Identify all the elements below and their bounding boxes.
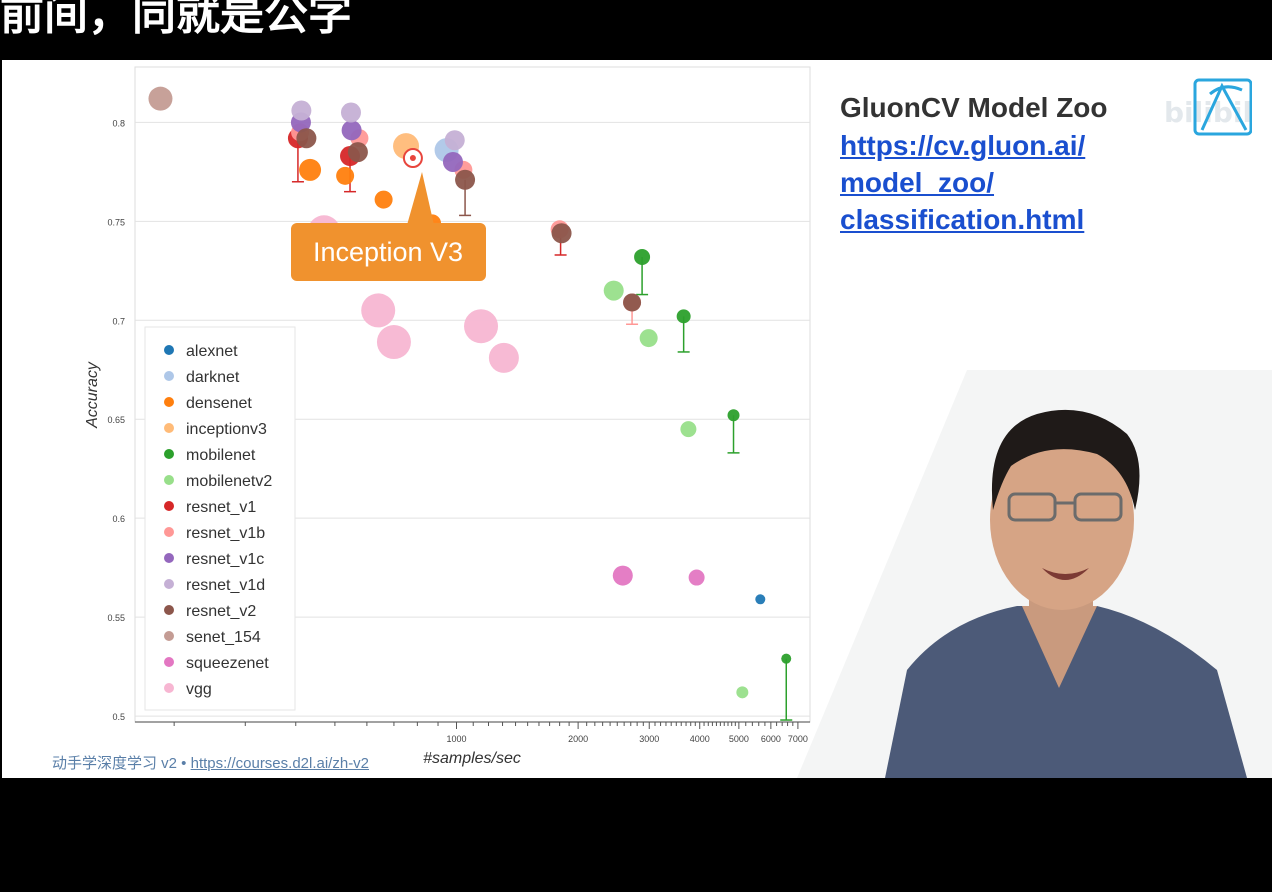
x-tick-label: 2000 [568,734,588,744]
point-resnet_v1d [291,100,312,121]
x-tick-label: 4000 [690,734,710,744]
legend-label-inceptionv3: inceptionv3 [186,421,267,438]
y-tick-label: 0.65 [107,415,125,425]
y-tick-label: 0.6 [112,514,125,524]
x-tick-label: 5000 [729,734,749,744]
x-axis-label: #samples/sec [423,750,521,767]
legend-marker-senet_154 [164,631,174,641]
legend-label-alexnet: alexnet [186,343,238,360]
legend-marker-densenet [164,397,174,407]
bilibili-logo-icon: bilibili [1164,78,1252,136]
point-senet_154 [148,86,173,111]
x-tick-label: 7000 [788,734,808,744]
legend-marker-squeezenet [164,657,174,667]
point-resnet_v1c [442,151,463,172]
course-url-link[interactable]: https://courses.d2l.ai/zh-v2 [190,755,370,772]
legend-label-resnet_v1d: resnet_v1d [186,577,265,594]
point-resnet_v2 [551,223,572,244]
callout-label: Inception V3 [313,237,463,267]
y-tick-label: 0.7 [112,316,125,326]
point-resnet_v2 [623,293,642,312]
point-mobilenetv2 [639,329,658,348]
point-resnet_v2 [296,128,317,149]
model-zoo-link-line-1[interactable]: https://cv.gluon.ai/ [840,130,1086,161]
video-bottom-bar [0,778,1272,892]
y-tick-label: 0.5 [112,712,125,722]
point-densenet [299,158,322,181]
video-top-bar: 前间，同就是公字 [0,0,1272,60]
presenter-neck [1022,606,1097,688]
point-vgg [464,309,499,344]
legend-marker-mobilenetv2 [164,475,174,485]
legend-marker-mobilenet [164,449,174,459]
point-resnet_v1c [341,120,362,141]
point-resnet_v1d [340,102,361,123]
point-resnet_v2 [347,142,368,163]
legend-marker-resnet_v1b [164,527,174,537]
y-tick-label: 0.55 [107,613,125,623]
slide: 0.5 0.55 0.6 0.65 0.7 0.75 0.8 1000 2000 3000 4000… [2,60,1272,778]
legend-label-resnet_v1c: resnet_v1c [186,551,264,568]
point-mobilenet [781,653,792,664]
legend-marker-inceptionv3 [164,423,174,433]
point-squeezenet [688,569,705,586]
point-resnet_v1d [444,130,465,151]
y-axis-label: Accuracy [84,361,101,429]
course-footer: 动手学深度学习 v2 • https://courses.d2l.ai/zh-v… [52,752,369,773]
presenter-hair [991,409,1140,510]
callout-pointer [407,172,434,225]
point-mobilenetv2 [736,686,749,699]
legend-marker-resnet_v1d [164,579,174,589]
point-mobilenetv2 [680,421,697,438]
point-mobilenet [676,309,691,324]
legend-label-vgg: vgg [186,681,212,698]
legend-marker-darknet [164,371,174,381]
video-subtitle: 前间，同就是公字 [0,0,352,40]
y-tick-label: 0.8 [112,118,125,128]
point-mobilenet [634,248,651,265]
legend-marker-alexnet [164,345,174,355]
glasses-icon [1007,492,1123,522]
point-vgg [488,342,519,373]
point-alexnet [755,594,766,605]
course-title: 动手学深度学习 v2 • [52,755,191,772]
point-vgg [361,293,396,328]
point-resnet_v2 [455,169,476,190]
legend-label-mobilenet: mobilenet [186,447,256,464]
legend-label-resnet_v1: resnet_v1 [186,499,256,516]
legend-label-resnet_v2: resnet_v2 [186,603,256,620]
point-squeezenet [612,565,633,586]
y-tick-label: 0.75 [107,217,125,227]
legend-marker-resnet_v1 [164,501,174,511]
presenter-video-overlay [797,370,1272,778]
x-tick-label: 3000 [639,734,659,744]
presenter-face [990,430,1134,610]
accuracy-vs-throughput-chart: 0.5 0.55 0.6 0.65 0.7 0.75 0.8 1000 2000 3000 4000… [84,66,811,767]
model-zoo-link-line-2[interactable]: model_zoo/ [840,167,995,198]
point-mobilenet [727,409,740,422]
point-mobilenetv2 [603,280,624,301]
point-densenet [336,166,355,185]
presenter-shirt [885,606,1247,778]
point-vgg [376,325,411,360]
legend-marker-resnet_v1c [164,553,174,563]
model-zoo-link-line-3[interactable]: classification.html [840,204,1085,235]
legend-marker-vgg [164,683,174,693]
point-densenet [374,190,393,209]
legend-box [144,326,296,711]
legend-label-mobilenetv2: mobilenetv2 [186,473,272,490]
x-tick-label: 1000 [446,734,466,744]
callout-box [291,223,486,281]
bilibili-watermark-text: bilibili [1164,96,1252,129]
legend-label-resnet_v1b: resnet_v1b [186,525,265,542]
legend-label-senet_154: senet_154 [186,629,261,646]
legend-label-densenet: densenet [186,395,252,412]
x-tick-label: 6000 [761,734,781,744]
legend-marker-resnet_v2 [164,605,174,615]
presenter-mouth [1042,568,1089,580]
highlight-dot [409,155,416,162]
legend-label-squeezenet: squeezenet [186,655,269,672]
gluoncv-heading: GluonCV Model Zoo [840,92,1108,123]
legend-label-darknet: darknet [186,369,240,386]
